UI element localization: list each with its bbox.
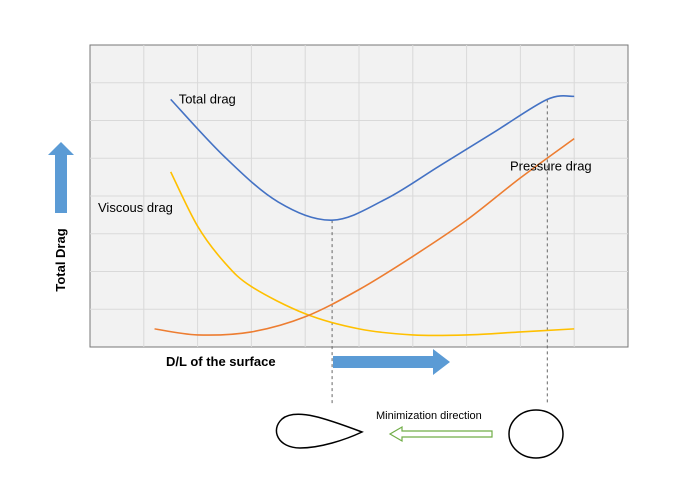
streamlined-body-icon <box>275 413 364 449</box>
x-axis-arrow-icon <box>333 349 450 375</box>
series-label-viscous-drag: Viscous drag <box>98 200 173 215</box>
y-axis-label: Total Drag <box>53 228 68 291</box>
series-line-pressure-drag <box>154 137 575 336</box>
series-line-total-drag <box>170 94 575 221</box>
series-label-pressure-drag: Pressure drag <box>510 159 592 174</box>
series-label-total-drag: Total drag <box>179 91 236 106</box>
grid <box>90 45 628 347</box>
drop-lines <box>331 99 548 405</box>
minimization-label: Minimization direction <box>376 410 482 422</box>
bluff-body-icon <box>508 409 564 459</box>
x-axis-label: D/L of the surface <box>166 354 276 369</box>
series-group <box>154 94 575 337</box>
series-labels: Total drag Viscous drag Pressure drag <box>98 91 592 214</box>
series-line-viscous-drag <box>169 171 575 337</box>
y-axis-arrow-icon <box>48 142 74 213</box>
minimization-arrow-icon <box>388 425 493 443</box>
